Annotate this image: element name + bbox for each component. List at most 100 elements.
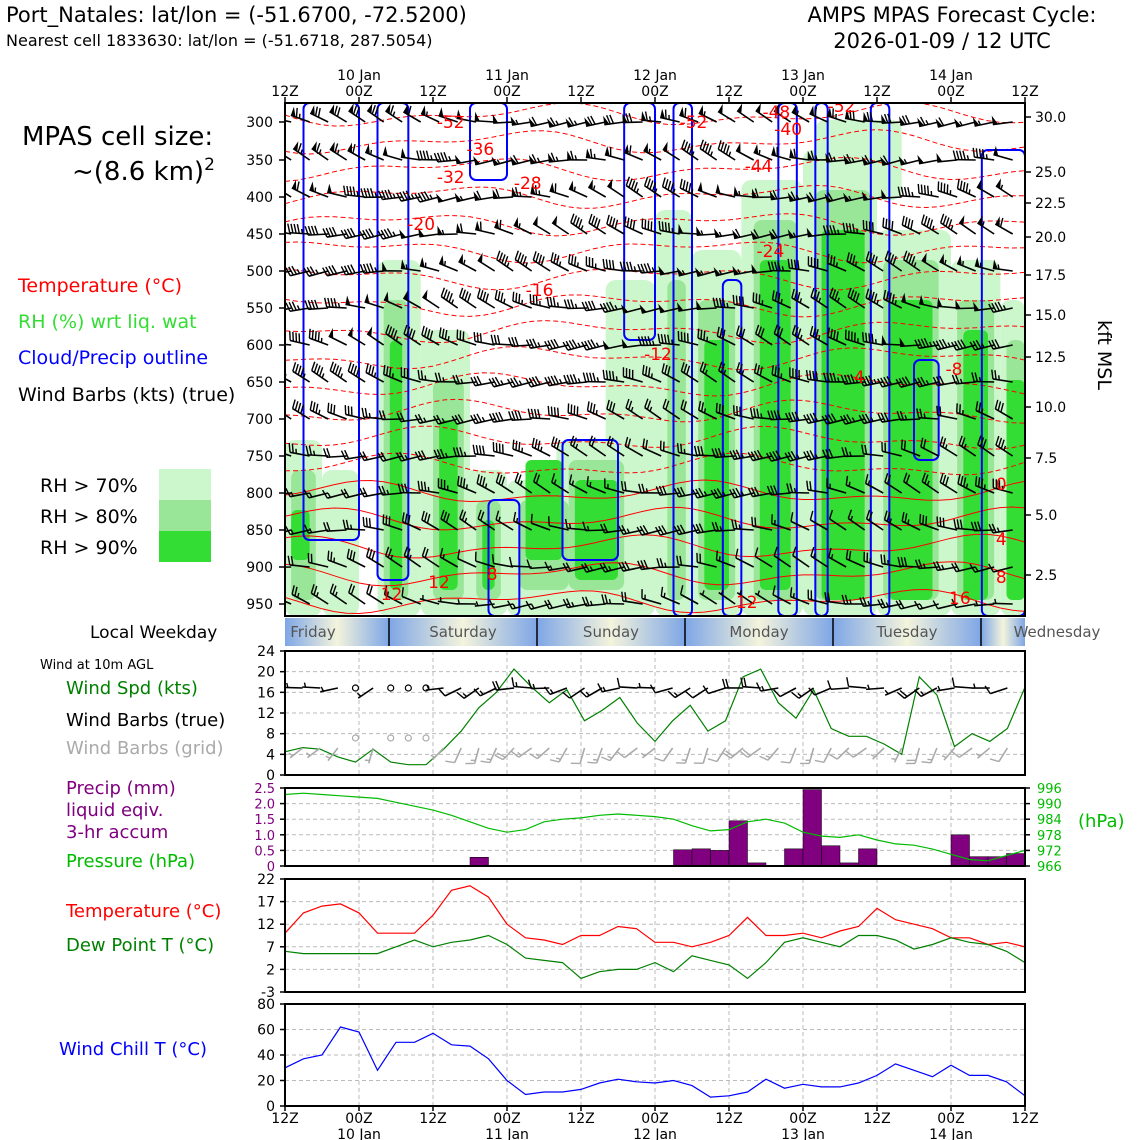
barb-flag bbox=[553, 438, 558, 448]
barb-flag bbox=[510, 750, 520, 758]
pressure-tick-label: 700 bbox=[246, 412, 273, 428]
barb-flag bbox=[340, 266, 347, 276]
barb-flag bbox=[608, 259, 612, 270]
legend-rh: RH (%) wrt liq. wat bbox=[18, 311, 197, 333]
barb-flag bbox=[396, 452, 402, 462]
barb-flag bbox=[414, 414, 421, 424]
xsec-wind-barb bbox=[843, 153, 865, 165]
barb-flag bbox=[873, 256, 878, 266]
barb-flag bbox=[626, 261, 630, 271]
barb-shaft bbox=[493, 562, 514, 568]
barb-flag bbox=[592, 403, 596, 414]
surface-wind-barb-grid bbox=[430, 747, 445, 761]
barb-flag bbox=[897, 556, 901, 567]
barb-flag bbox=[977, 477, 981, 487]
barb-flag bbox=[628, 113, 633, 123]
surface-wind-barb-grid bbox=[891, 747, 903, 763]
barb-flag bbox=[586, 401, 590, 411]
barb-flag bbox=[759, 366, 763, 376]
barb-pennant bbox=[715, 183, 721, 194]
barb-flag bbox=[407, 105, 412, 116]
barb-flag bbox=[537, 409, 541, 419]
surface-wind-barb bbox=[755, 682, 779, 692]
barb-flag bbox=[608, 370, 612, 381]
barb-half-flag bbox=[356, 191, 359, 197]
barb-flag bbox=[997, 437, 1003, 448]
barb-flag bbox=[970, 521, 975, 531]
barb-flag bbox=[624, 481, 627, 491]
barb-half-flag bbox=[700, 270, 704, 275]
barb-shaft bbox=[308, 454, 329, 457]
surface-wind-barb bbox=[667, 687, 691, 699]
barb-flag bbox=[311, 361, 316, 371]
precip-bar bbox=[802, 789, 822, 867]
xsec-wind-barb bbox=[958, 215, 977, 235]
xsec-wind-barb bbox=[880, 554, 902, 568]
barb-pennant bbox=[641, 111, 647, 121]
xsec-wind-barb bbox=[527, 408, 551, 420]
barb-flag bbox=[942, 474, 947, 485]
barb-flag bbox=[572, 374, 578, 384]
barb-shaft bbox=[421, 334, 440, 346]
barb-flag bbox=[806, 413, 812, 423]
barb-pennant bbox=[438, 107, 444, 118]
barb-flag bbox=[611, 217, 616, 228]
barb-half-flag bbox=[286, 682, 289, 688]
xsec-wind-barb bbox=[735, 325, 755, 346]
barb-flag bbox=[316, 142, 321, 153]
barb-flag bbox=[572, 437, 577, 447]
barb-flag bbox=[923, 185, 927, 195]
barb-flag bbox=[537, 440, 541, 451]
barb-flag bbox=[975, 339, 982, 349]
xsec-wind-barb bbox=[397, 483, 421, 494]
barb-shaft bbox=[348, 591, 366, 605]
barb-flag bbox=[300, 367, 305, 377]
barb-flag bbox=[865, 509, 871, 520]
barb-flag bbox=[420, 370, 424, 380]
barb-half-flag bbox=[703, 111, 706, 116]
barb-flag bbox=[665, 400, 670, 410]
surface-wind-barb-grid bbox=[445, 747, 462, 764]
barb-half-flag bbox=[429, 194, 433, 200]
barb-flag bbox=[527, 679, 532, 689]
barb-shaft bbox=[919, 522, 939, 531]
barb-half-flag bbox=[463, 451, 467, 457]
xsec-wind-barb bbox=[440, 509, 459, 531]
barb-flag bbox=[466, 293, 472, 303]
temperature-contour-label: 12 bbox=[736, 593, 758, 613]
barb-shaft bbox=[755, 109, 773, 123]
barb-pennant bbox=[639, 304, 647, 314]
barb-pennant bbox=[383, 291, 389, 302]
xsec-wind-barb bbox=[422, 289, 440, 309]
barb-flag bbox=[364, 408, 368, 418]
xsec-wind-barb bbox=[715, 550, 736, 568]
barb-half-flag bbox=[441, 418, 446, 423]
xsec-wind-barb bbox=[662, 398, 681, 420]
rh70-swatch bbox=[159, 469, 211, 500]
xsec-wind-barb bbox=[676, 443, 699, 457]
barb-flag bbox=[452, 447, 457, 457]
barb-half-flag bbox=[855, 378, 859, 383]
xsec-wind-barb bbox=[806, 192, 828, 203]
xsec-wind-barb bbox=[883, 289, 903, 309]
xsec-wind-barb bbox=[767, 261, 791, 272]
top-tick-label: 00Z bbox=[937, 84, 964, 100]
barb-flag bbox=[439, 448, 445, 459]
barb-half-flag bbox=[911, 191, 914, 197]
xsec-wind-barb bbox=[377, 228, 403, 240]
barb-flag bbox=[960, 339, 967, 349]
barb-shaft bbox=[291, 593, 311, 605]
weekday-name: Sunday bbox=[583, 623, 639, 641]
barb-flag bbox=[274, 265, 278, 273]
barb-flag bbox=[494, 376, 501, 386]
barb-flag bbox=[756, 449, 763, 459]
barb-flag bbox=[667, 334, 671, 345]
surface-wind-barb-grid bbox=[529, 747, 550, 760]
barb-half-flag bbox=[977, 120, 982, 126]
temperature-contour-label: -36 bbox=[466, 140, 494, 160]
barb-half-flag bbox=[681, 269, 686, 275]
barb-flag bbox=[625, 176, 631, 186]
xsec-wind-barb bbox=[419, 257, 440, 272]
barb-flag bbox=[423, 512, 428, 522]
